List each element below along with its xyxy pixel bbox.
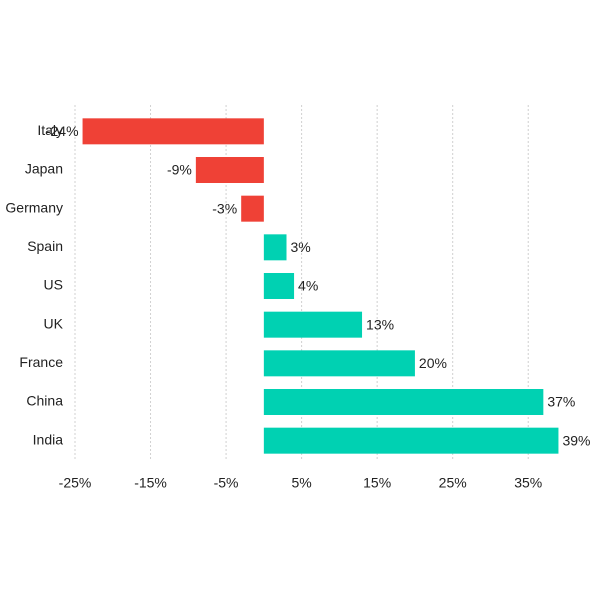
value-label: 37% [547,394,575,410]
value-label: -24% [46,123,79,139]
y-tick-label: Spain [27,238,63,254]
y-tick-label: Japan [25,161,63,177]
x-tick-label: 25% [439,475,467,491]
value-label: 13% [366,316,394,332]
y-tick-label: Italy [37,122,63,138]
x-tick-label: -15% [134,475,167,491]
x-tick-label: 15% [363,475,391,491]
x-tick-label: 5% [291,475,311,491]
bar [263,427,559,454]
bar [263,389,544,415]
x-tick-label: 35% [514,475,542,491]
value-label: 39% [562,432,590,448]
value-label: 3% [291,239,311,255]
value-label: -9% [167,162,192,178]
bar [263,273,295,299]
y-tick-label: Germany [5,199,63,215]
value-label: 20% [419,355,447,371]
y-tick-label: China [26,393,63,409]
y-tick-label: India [33,431,64,447]
x-tick-label: -25% [59,475,92,491]
y-tick-label: France [19,354,63,370]
bar [195,157,264,183]
value-label: -3% [212,200,237,216]
bar [263,234,287,261]
value-label: 4% [298,278,318,294]
bar [263,311,363,338]
y-tick-label: US [44,277,63,293]
y-tick-label: UK [44,315,64,331]
bar [263,350,415,377]
x-tick-label: -5% [214,475,239,491]
bar [241,195,264,222]
bar [82,118,264,145]
